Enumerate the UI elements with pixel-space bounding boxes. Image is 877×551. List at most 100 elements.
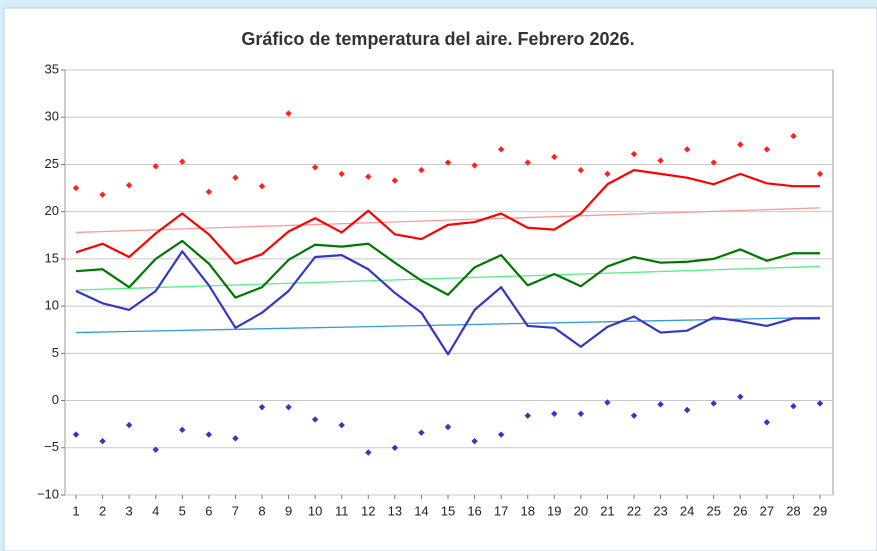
- point-marker: [604, 399, 611, 406]
- point-marker: [577, 410, 585, 417]
- point-marker: [391, 177, 399, 184]
- x-tick-label: 18: [520, 503, 534, 518]
- x-tick-label: 2: [99, 503, 106, 518]
- point-marker: [737, 393, 744, 400]
- point-marker: [763, 419, 771, 426]
- point-marker: [630, 412, 638, 419]
- y-tick-label: 5: [52, 345, 59, 360]
- x-tick-label: 7: [232, 503, 239, 518]
- point-marker: [179, 426, 186, 434]
- x-tick-label: 19: [547, 503, 561, 518]
- x-tick-label: 21: [600, 503, 614, 518]
- point-marker: [232, 174, 239, 181]
- y-tick-label: 25: [45, 156, 59, 171]
- y-tick-label: 20: [45, 203, 59, 218]
- series-line: [75, 239, 820, 299]
- x-tick-label: 9: [285, 503, 292, 518]
- point-marker: [816, 170, 824, 178]
- point-marker: [710, 400, 717, 407]
- point-marker: [258, 403, 266, 411]
- x-tick-label: 4: [152, 503, 159, 518]
- point-marker: [630, 150, 638, 158]
- point-marker: [444, 159, 452, 166]
- point-marker: [497, 431, 505, 438]
- plot-area: [64, 69, 834, 496]
- point-marker: [179, 158, 186, 165]
- point-marker: [72, 184, 80, 192]
- x-tick-label: 1: [72, 503, 79, 518]
- point-marker: [125, 182, 133, 189]
- point-marker: [657, 157, 664, 164]
- x-tick-label: 23: [653, 503, 667, 518]
- x-tick-label: 17: [494, 503, 508, 518]
- point-marker: [338, 421, 345, 429]
- point-marker: [205, 188, 213, 196]
- point-marker: [790, 132, 797, 140]
- point-marker: [311, 164, 319, 171]
- x-tick-label: 11: [335, 503, 349, 518]
- x-tick-label: 13: [388, 503, 402, 518]
- chart-title: Gráfico de temperatura del aire. Febrero…: [241, 29, 634, 49]
- y-tick-label: −5: [44, 439, 59, 454]
- point-marker: [816, 400, 824, 407]
- point-marker: [418, 429, 425, 436]
- x-tick-label: 5: [179, 503, 186, 518]
- point-marker: [232, 435, 239, 442]
- point-marker: [391, 444, 399, 451]
- x-tick-label: 6: [205, 503, 212, 518]
- point-marker: [99, 437, 106, 445]
- x-tick-label: 28: [786, 503, 800, 518]
- y-tick-label: −10: [37, 486, 59, 501]
- point-marker: [125, 421, 133, 429]
- point-marker: [99, 191, 106, 198]
- y-tick-label: 10: [45, 298, 59, 313]
- x-tick-label: 20: [574, 503, 588, 518]
- x-tick-label: 27: [760, 503, 774, 518]
- point-marker: [444, 423, 452, 431]
- x-tick-label: 26: [733, 503, 747, 518]
- point-marker: [152, 163, 159, 170]
- x-tick-label: 25: [706, 503, 720, 518]
- point-marker: [285, 110, 292, 117]
- point-marker: [152, 446, 159, 453]
- point-marker: [365, 173, 372, 180]
- x-tick-label: 14: [414, 503, 428, 518]
- point-marker: [285, 403, 292, 411]
- point-marker: [683, 406, 691, 414]
- series-line: [75, 169, 820, 265]
- point-marker: [524, 159, 531, 166]
- x-tick-label: 24: [680, 503, 694, 518]
- x-tick-label: 22: [627, 503, 641, 518]
- point-marker: [683, 146, 691, 153]
- point-marker: [551, 153, 558, 161]
- point-marker: [604, 170, 611, 178]
- point-marker: [577, 166, 585, 174]
- x-tick-label: 12: [361, 503, 375, 518]
- point-marker: [258, 182, 266, 190]
- point-marker: [790, 403, 797, 410]
- point-marker: [418, 166, 425, 174]
- series-line: [75, 250, 820, 356]
- point-marker: [763, 146, 771, 153]
- point-marker: [737, 141, 744, 148]
- point-marker: [338, 170, 345, 178]
- y-tick-label: 15: [45, 250, 59, 265]
- point-marker: [497, 146, 505, 153]
- x-tick-label: 16: [467, 503, 481, 518]
- trend-line: [75, 265, 821, 291]
- x-tick-label: 15: [441, 503, 455, 518]
- x-tick-label: 3: [126, 503, 133, 518]
- point-marker: [205, 431, 213, 438]
- x-tick-label: 8: [258, 503, 265, 518]
- point-marker: [524, 412, 531, 419]
- y-tick-label: 30: [45, 109, 59, 124]
- y-tick-label: 35: [45, 61, 59, 76]
- x-tick-label: 29: [813, 503, 827, 518]
- point-marker: [471, 437, 478, 445]
- x-tick-label: 10: [308, 503, 322, 518]
- point-marker: [365, 449, 372, 456]
- point-marker: [657, 401, 664, 408]
- trend-line: [75, 316, 821, 334]
